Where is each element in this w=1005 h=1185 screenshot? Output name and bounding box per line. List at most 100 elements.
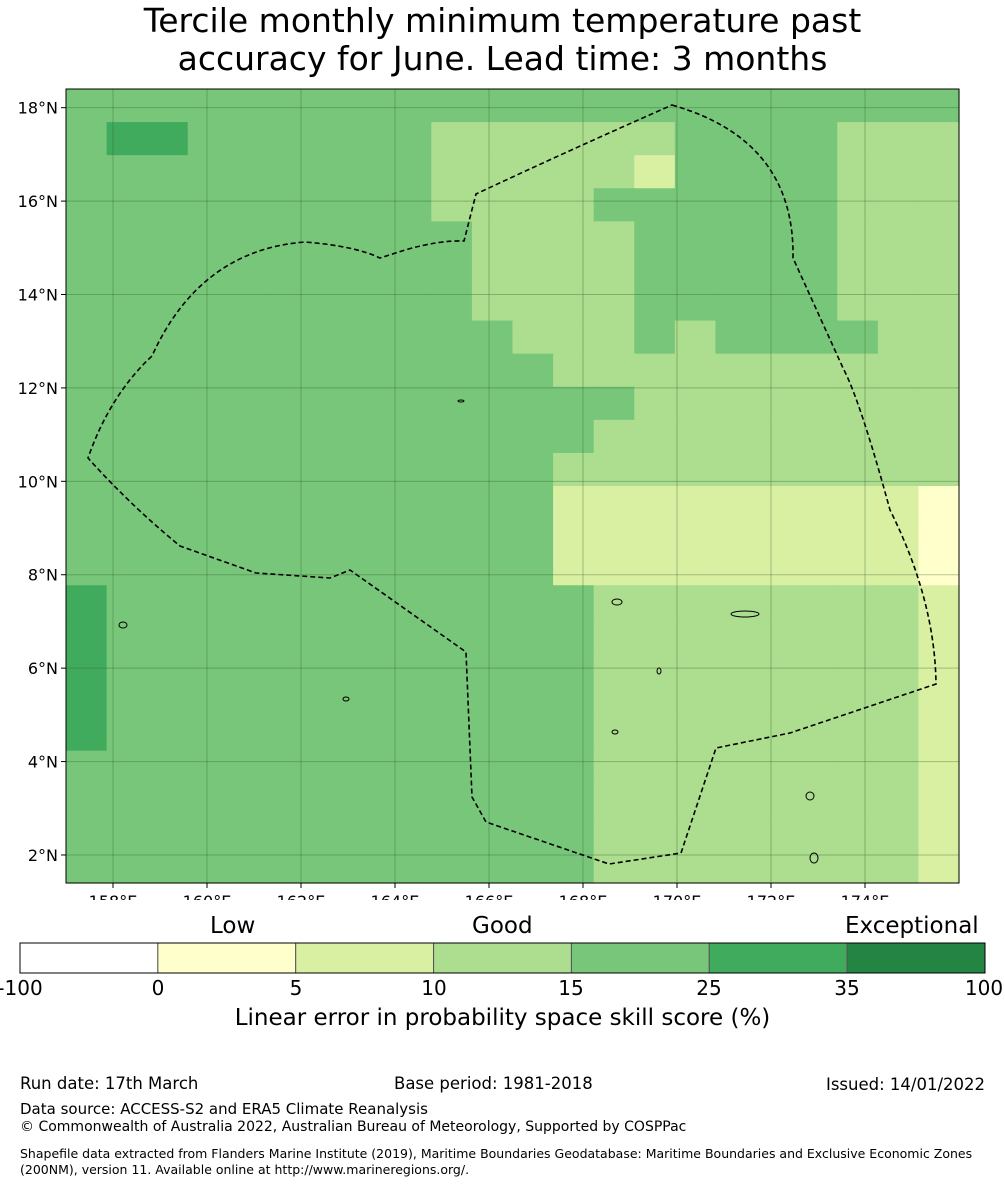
grid-cell [837, 89, 879, 123]
grid-cell [837, 287, 879, 322]
grid-cell [715, 783, 757, 818]
grid-cell [715, 717, 757, 752]
grid-cell [674, 221, 717, 256]
grid-cell [309, 552, 351, 586]
grid-cell [390, 188, 432, 222]
grid-cell [634, 750, 676, 785]
grid-cell [268, 419, 311, 454]
grid-cell [715, 386, 757, 421]
island [118, 621, 128, 629]
grid-cell [877, 287, 920, 322]
grid-cell [877, 122, 920, 156]
grid-cell [512, 122, 554, 156]
grid-cell [147, 320, 189, 355]
grid-cell [431, 783, 473, 818]
grid-cell [390, 287, 432, 322]
grid-cell [796, 684, 838, 719]
grid-cell [674, 486, 717, 520]
grid-cell [593, 651, 635, 686]
grid-cell [593, 585, 635, 619]
grid-cell [187, 684, 229, 719]
grid-cell [66, 221, 108, 256]
grid-cell [756, 452, 798, 487]
grid-cell [147, 651, 189, 686]
grid-cell [106, 221, 148, 256]
grid-cell [228, 452, 270, 487]
grid-cell [715, 816, 757, 851]
grid-cell [796, 89, 838, 123]
grid-cell [66, 353, 108, 388]
grid-cell [228, 353, 270, 388]
y-tick-label: 6°N [28, 659, 58, 678]
grid-cell [350, 684, 392, 719]
grid-cell [593, 486, 635, 520]
grid-cell [147, 816, 189, 851]
grid-cell [228, 122, 270, 156]
grid-cell [877, 750, 920, 785]
grid-cell [553, 552, 595, 586]
grid-cell [309, 221, 351, 256]
grid-cell [715, 684, 757, 719]
grid-cell [837, 552, 879, 586]
grid-cell [187, 452, 229, 487]
grid-cell [106, 849, 148, 884]
grid-cell [918, 287, 960, 322]
grid-cell [309, 419, 351, 454]
grid-cell [918, 717, 960, 752]
grid-cell [187, 419, 229, 454]
grid-cell [390, 519, 432, 553]
grid-cell [756, 254, 798, 289]
grid-cell [106, 419, 148, 454]
colorbar-tick: 25 [696, 976, 722, 1000]
grid-cell [715, 452, 757, 487]
grid-cell [228, 717, 270, 752]
grid-cell [634, 221, 676, 256]
grid-cell [877, 419, 920, 454]
grid-cell [796, 386, 838, 421]
grid-cell [715, 287, 757, 322]
grid-cell [228, 585, 270, 619]
grid-cell [918, 254, 960, 289]
grid-cell [918, 519, 960, 553]
grid-cell [187, 849, 229, 884]
grid-cell [147, 287, 189, 322]
grid-cell [918, 353, 960, 388]
grid-cell [593, 452, 635, 487]
grid-cell [390, 122, 432, 156]
grid-cell [106, 750, 148, 785]
grid-cell [715, 254, 757, 289]
grid-cell [268, 155, 311, 189]
grid-cell [756, 419, 798, 454]
grid-cell [756, 155, 798, 189]
grid-cell [390, 155, 432, 189]
grid-cell [471, 651, 514, 686]
shapefile-credit: Shapefile data extracted from Flanders M… [20, 1146, 973, 1177]
x-tick-label: 160°E [183, 892, 232, 900]
grid-cell [796, 353, 838, 388]
grid-cell [877, 849, 920, 884]
grid-cell [837, 486, 879, 520]
grid-cell [390, 750, 432, 785]
grid-cell [918, 419, 960, 454]
grid-cell [187, 486, 229, 520]
grid-cell [309, 783, 351, 818]
grid-cell [756, 519, 798, 553]
grid-cell [634, 254, 676, 289]
grid-cell [553, 585, 595, 619]
grid-cell [228, 155, 270, 189]
grid-cell [837, 452, 879, 487]
eez-boundary [87, 104, 937, 865]
grid-cell [593, 254, 635, 289]
grid-cell [674, 816, 717, 851]
grid-cell [187, 618, 229, 653]
grid-cell [228, 552, 270, 586]
grid-cell [877, 783, 920, 818]
grid-cell [431, 750, 473, 785]
grid-cell [634, 486, 676, 520]
grid-cell [268, 585, 311, 619]
grid-cell [268, 519, 311, 553]
grid-cell [228, 849, 270, 884]
grid-cell [593, 783, 635, 818]
grid-cell [147, 419, 189, 454]
colorbar-heading-good: Good [472, 913, 533, 939]
